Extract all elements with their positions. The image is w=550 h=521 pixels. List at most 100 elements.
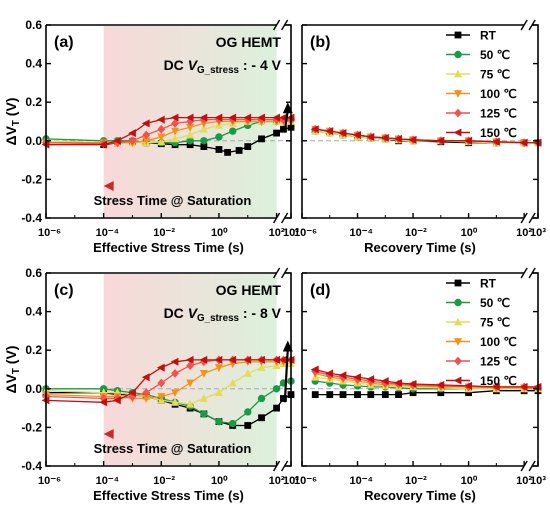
data-point [186,141,194,149]
data-point [171,389,180,398]
data-point [338,371,347,380]
x-tick-label: 10³ [530,475,546,487]
data-point [394,134,402,143]
legend-marker [453,376,462,385]
data-point [325,369,334,378]
data-point [215,133,223,141]
data-point [142,137,151,146]
data-point [142,395,151,403]
x-tick-label: 10² [516,475,532,487]
data-point [409,389,417,397]
axis-break-mark [528,460,536,472]
legend-entry: 100 ℃ [480,87,517,101]
series-line [46,392,292,427]
data-point [128,129,136,138]
data-point [464,381,472,390]
data-point [141,373,150,382]
data-point [436,136,445,145]
data-point [272,355,280,364]
data-point [436,380,445,389]
legend-entry: 125 ℃ [480,355,517,369]
x-tick-label: 10⁻⁶ [294,227,317,239]
data-point [200,137,208,145]
legend-entry: 150 ℃ [480,126,517,140]
legend-marker [454,338,462,346]
data-point [394,379,402,388]
data-point [310,125,319,134]
x-tick-label: 10³ [283,227,299,239]
stress-condition-label: DC VG_stress : - 4 V [164,57,282,76]
legend-entry: 50 ℃ [480,296,510,310]
x-axis-label: Recovery Time (s) [364,240,476,255]
legend-marker [454,356,462,366]
legend-marker [454,108,462,118]
axis-break-mark [520,19,528,31]
data-point [214,364,223,372]
trend-arrow-head [282,102,293,114]
data-point [353,373,361,382]
series-line [45,118,291,145]
data-point [186,379,195,388]
axis-break-mark [520,267,528,279]
data-point [257,113,265,122]
data-point [464,136,472,145]
legend-marker [454,69,462,78]
data-point [185,355,194,364]
arrow-head [103,429,114,439]
x-tick-label: 10⁻⁶ [38,475,61,487]
panel-label: (c) [54,282,74,299]
legend-entry: RT [480,277,497,291]
panel-title: OG HEMT [216,282,282,298]
legend-entry: RT [480,29,497,43]
data-point [280,395,287,402]
x-tick-label: 10⁻² [405,475,427,487]
data-point [128,136,137,146]
trend-arrow-head [282,340,293,352]
data-point [380,377,389,386]
x-tick-label: 10⁻⁴ [350,227,373,239]
legend-marker [454,50,462,59]
data-point [156,115,165,124]
data-point [366,375,375,384]
panel-label: (a) [54,34,74,51]
series-line [46,380,292,425]
data-point [186,399,195,408]
data-point [243,355,252,364]
y-tick-label: 0.2 [25,95,42,109]
x-tick-label: 10² [516,227,532,239]
legend-entry: 150 ℃ [480,374,517,388]
series-line [315,390,538,396]
data-point [311,391,319,398]
data-point [199,113,208,122]
axis-break-mark [528,19,536,31]
data-point [381,391,389,398]
data-point [279,355,287,364]
data-point [186,137,194,145]
data-point [157,378,166,388]
series-line [46,116,291,146]
series-line [45,359,291,403]
data-point [199,394,208,402]
data-point [99,140,108,149]
data-point [258,135,265,143]
data-point [519,382,528,391]
data-point [272,113,280,122]
data-point [186,117,195,126]
data-point [395,391,402,398]
y-tick-label: 0.6 [25,18,42,32]
data-point [214,113,223,122]
series-line [46,120,291,144]
y-tick-label: 0.0 [25,134,42,148]
stress-time-annotation: Stress Time @ Saturation [94,441,252,456]
data-point [156,363,165,372]
x-axis-label: Effective Stress Time (s) [93,488,244,503]
data-point [99,398,108,407]
y-tick-label: 0.4 [25,57,42,71]
y-tick-label: -0.4 [21,211,42,225]
data-point [171,397,180,406]
legend-marker [454,31,462,39]
x-axis-label: Effective Stress Time (s) [93,240,244,255]
data-point [185,113,194,122]
temperature-trend-arrow [283,348,289,403]
